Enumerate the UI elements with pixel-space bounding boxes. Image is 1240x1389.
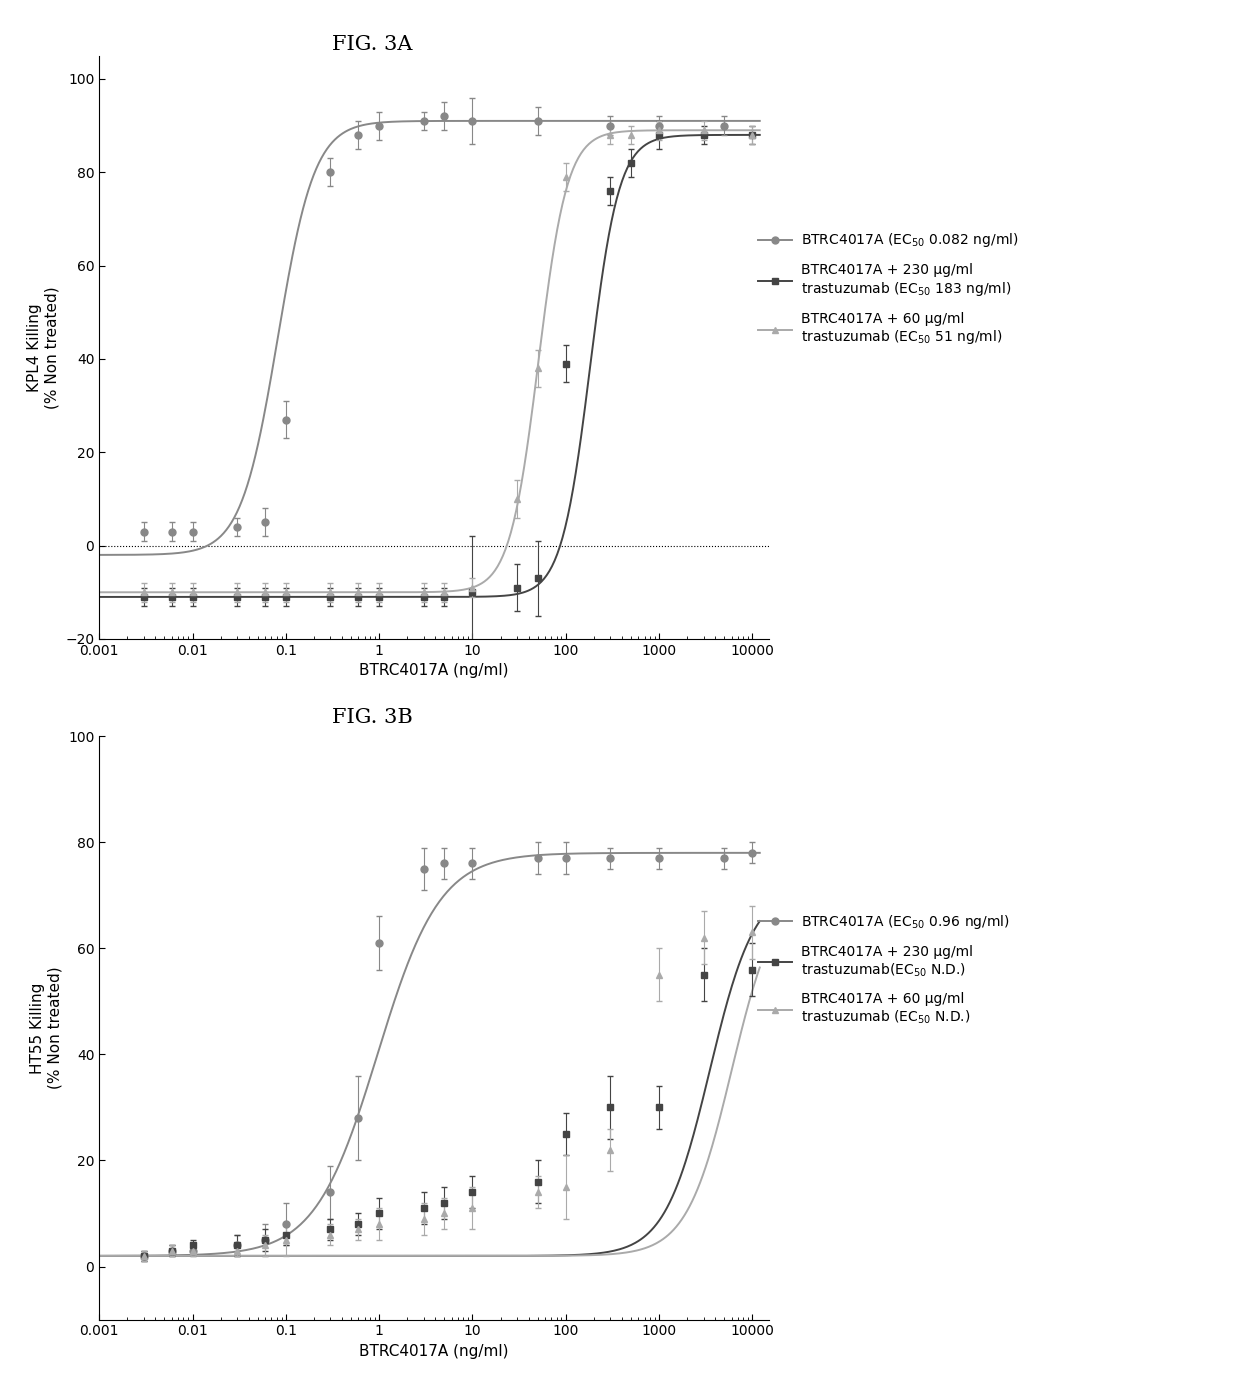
Legend: BTRC4017A (EC$_{50}$ 0.96 ng/ml), BTRC4017A + 230 µg/ml
trastuzumab(EC$_{50}$ N.: BTRC4017A (EC$_{50}$ 0.96 ng/ml), BTRC40…: [754, 908, 1013, 1031]
X-axis label: BTRC4017A (ng/ml): BTRC4017A (ng/ml): [360, 664, 508, 678]
Legend: BTRC4017A (EC$_{50}$ 0.082 ng/ml), BTRC4017A + 230 µg/ml
trastuzumab (EC$_{50}$ : BTRC4017A (EC$_{50}$ 0.082 ng/ml), BTRC4…: [754, 228, 1023, 350]
Text: FIG. 3B: FIG. 3B: [331, 708, 413, 728]
Y-axis label: HT55 Killing
(% Non treated): HT55 Killing (% Non treated): [30, 967, 62, 1089]
Text: FIG. 3A: FIG. 3A: [332, 35, 412, 54]
X-axis label: BTRC4017A (ng/ml): BTRC4017A (ng/ml): [360, 1345, 508, 1358]
Y-axis label: KPL4 Killing
(% Non treated): KPL4 Killing (% Non treated): [27, 286, 60, 408]
